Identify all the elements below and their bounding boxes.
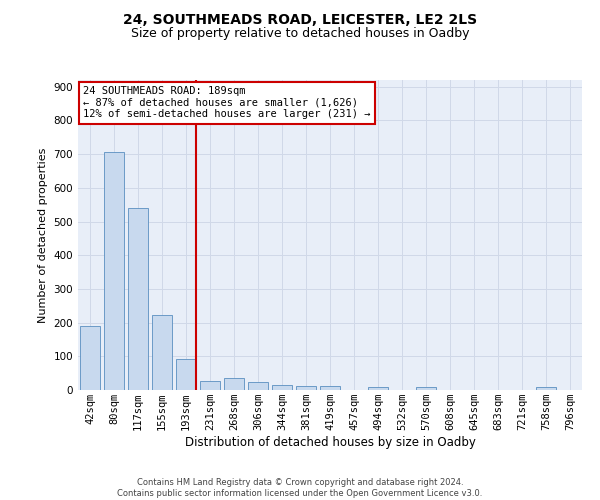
Bar	[368, 386, 388, 390]
Bar	[128, 208, 148, 390]
Bar	[320, 386, 340, 390]
X-axis label: Distribution of detached houses by size in Oadby: Distribution of detached houses by size …	[185, 436, 475, 449]
Bar	[152, 314, 172, 390]
Bar	[416, 388, 436, 390]
Text: 24 SOUTHMEADS ROAD: 189sqm
← 87% of detached houses are smaller (1,626)
12% of s: 24 SOUTHMEADS ROAD: 189sqm ← 87% of deta…	[83, 86, 371, 120]
Bar	[104, 152, 124, 390]
Text: Contains HM Land Registry data © Crown copyright and database right 2024.
Contai: Contains HM Land Registry data © Crown c…	[118, 478, 482, 498]
Bar	[176, 360, 196, 390]
Bar	[296, 386, 316, 390]
Bar	[80, 326, 100, 390]
Bar	[272, 386, 292, 390]
Bar	[224, 378, 244, 390]
Y-axis label: Number of detached properties: Number of detached properties	[38, 148, 48, 322]
Text: Size of property relative to detached houses in Oadby: Size of property relative to detached ho…	[131, 28, 469, 40]
Bar	[536, 386, 556, 390]
Text: 24, SOUTHMEADS ROAD, LEICESTER, LE2 2LS: 24, SOUTHMEADS ROAD, LEICESTER, LE2 2LS	[123, 12, 477, 26]
Bar	[248, 382, 268, 390]
Bar	[200, 381, 220, 390]
